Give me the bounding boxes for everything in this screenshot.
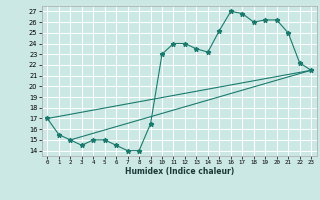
X-axis label: Humidex (Indice chaleur): Humidex (Indice chaleur) <box>124 167 234 176</box>
